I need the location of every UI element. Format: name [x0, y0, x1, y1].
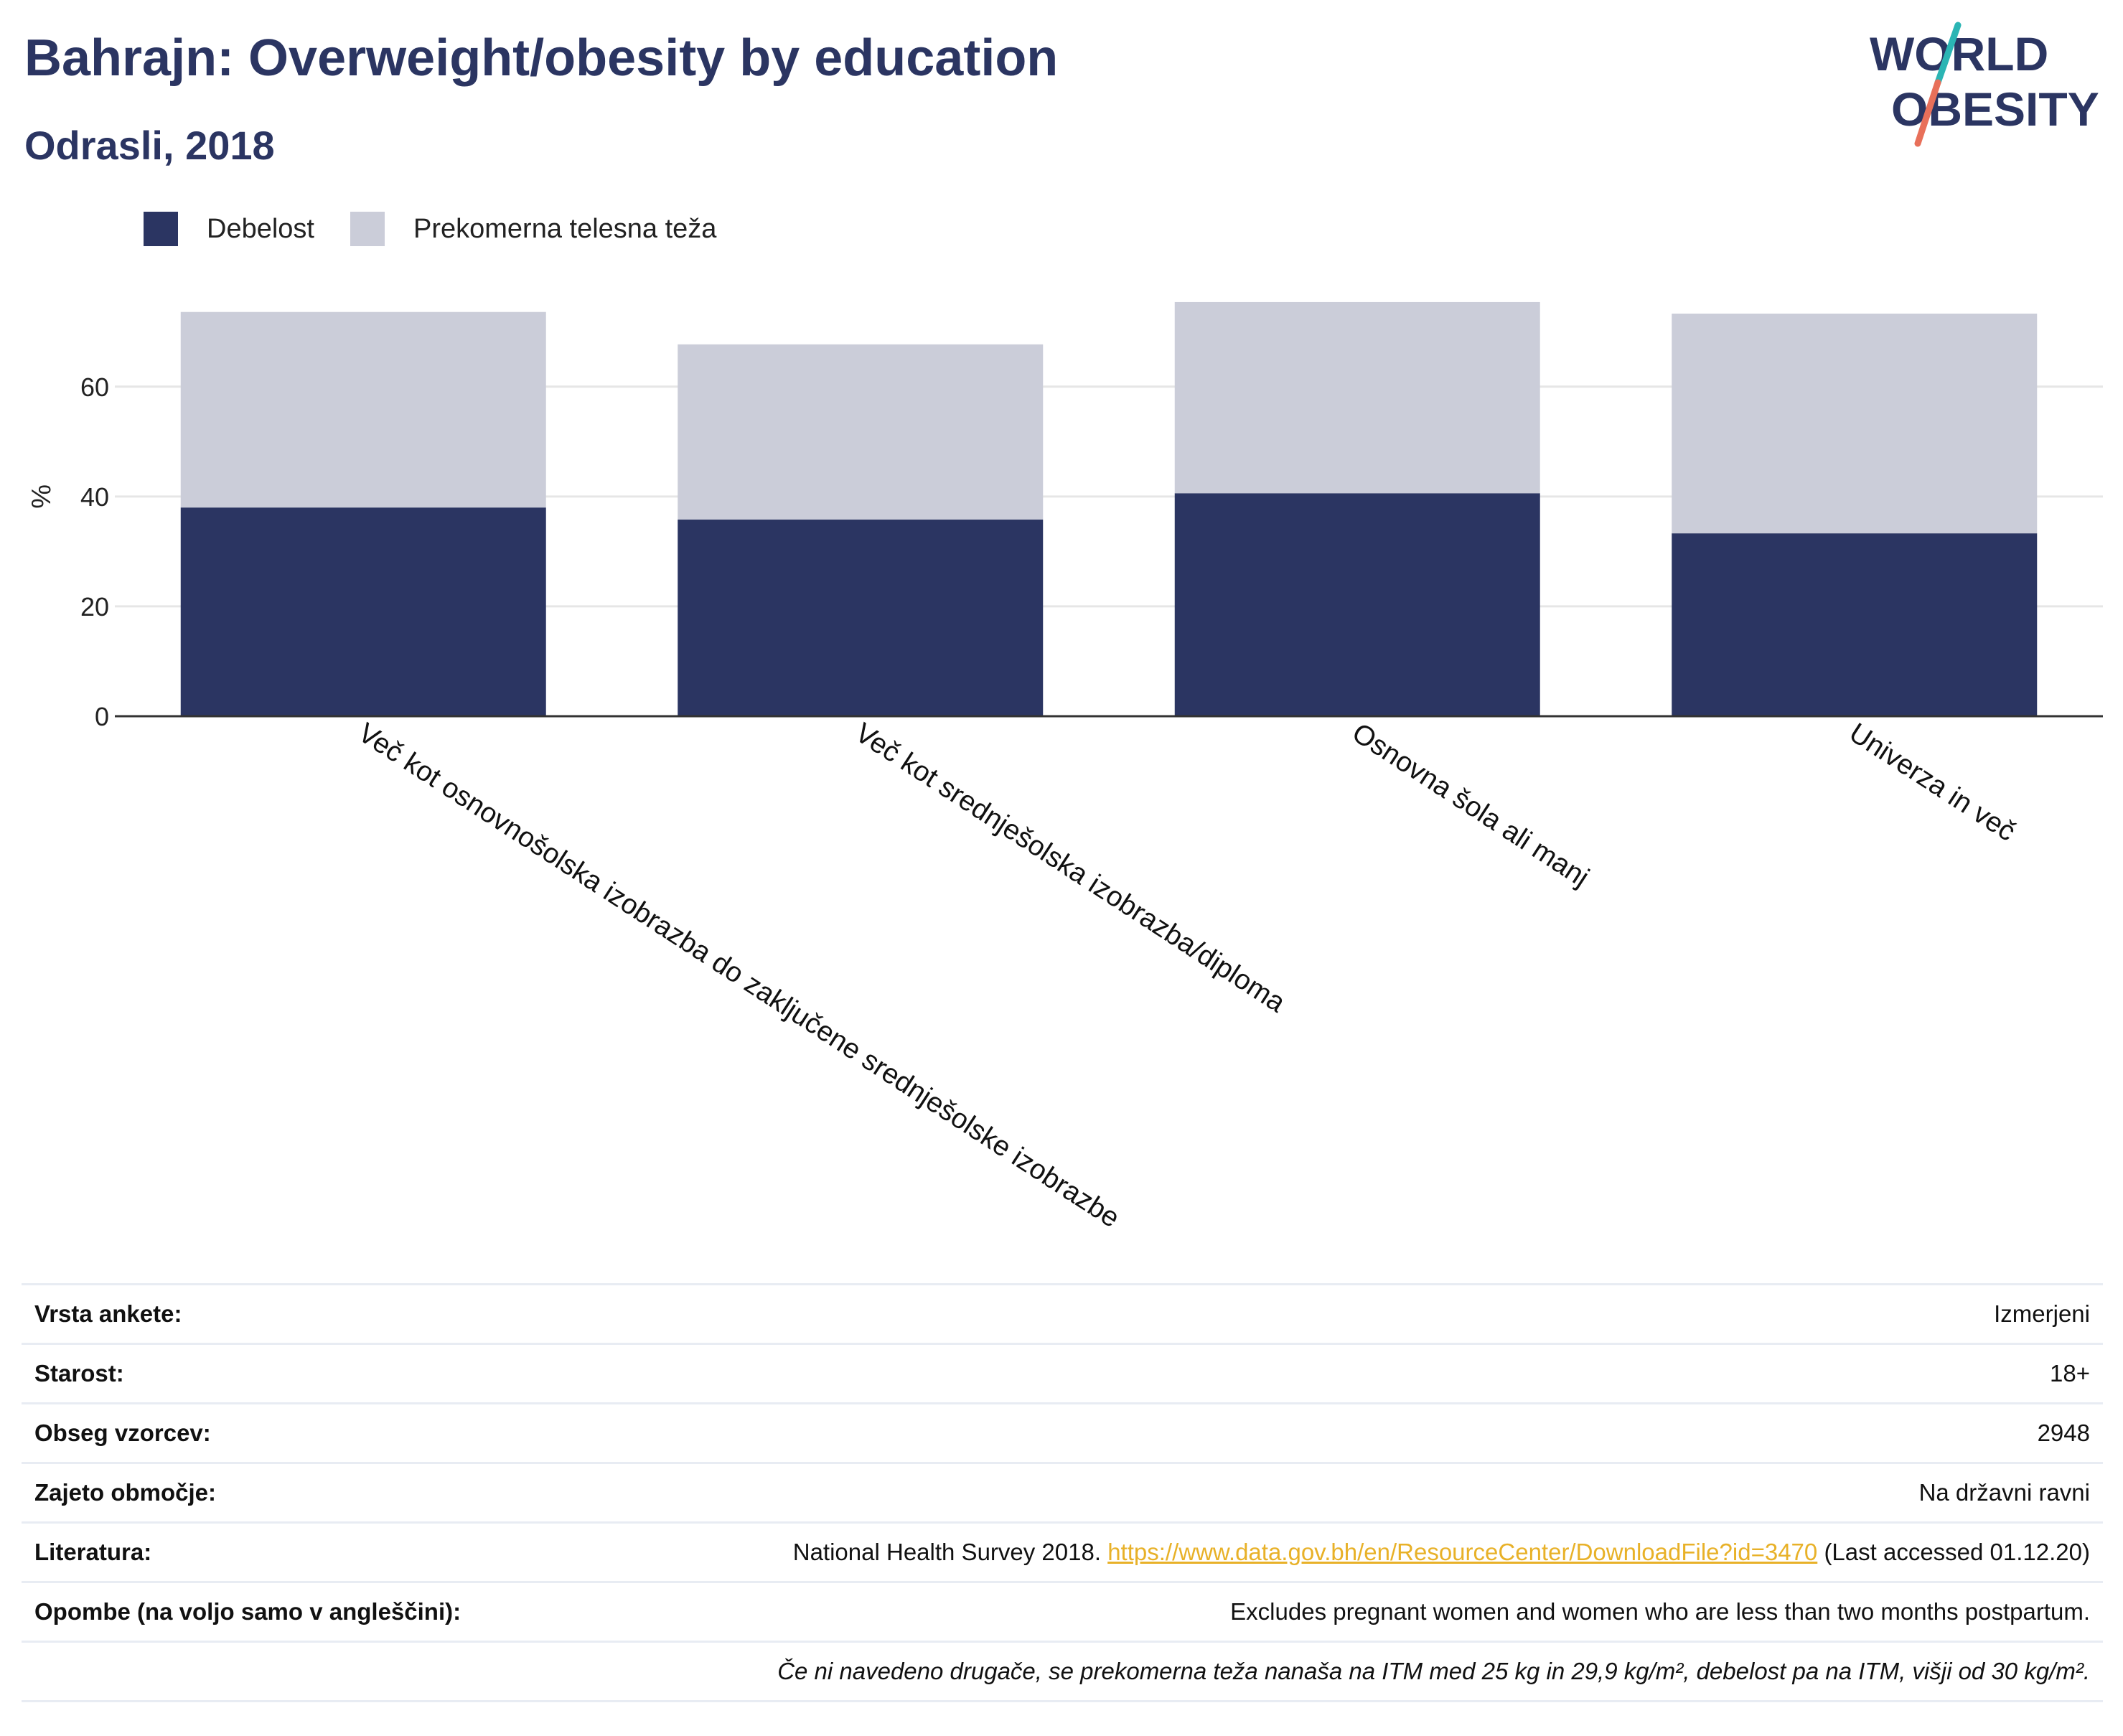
- y-tick-label: 60: [80, 372, 109, 402]
- table-row: Zajeto območje: Na državni ravni: [22, 1463, 2103, 1523]
- literature-suffix: (Last accessed 01.12.20): [1824, 1539, 2090, 1565]
- info-value: 2948: [2037, 1420, 2090, 1446]
- world-obesity-logo: WORLD OBESITY: [1866, 22, 2110, 151]
- bar-overweight: [180, 311, 546, 508]
- table-row: Literatura: National Health Survey 2018.…: [22, 1522, 2103, 1582]
- y-tick-label: 20: [80, 592, 109, 621]
- page-title: Bahrajn: Overweight/obesity by education: [24, 29, 1059, 87]
- page-subtitle: Odrasli, 2018: [24, 123, 275, 168]
- notes-key: Opombe (na voljo samo v angleščini):: [34, 1598, 461, 1625]
- table-row: Starost: 18+: [22, 1343, 2103, 1404]
- logo-line-1: WORLD: [1870, 27, 2048, 80]
- y-tick-label: 40: [80, 482, 109, 512]
- x-tick-label: Več kot osnovnošolska izobrazba do zaklj…: [352, 717, 1125, 1234]
- bar-obesity: [1174, 493, 1540, 716]
- info-key: Obseg vzorcev:: [34, 1420, 211, 1446]
- literature-link[interactable]: https://www.data.gov.bh/en/ResourceCente…: [1107, 1539, 1818, 1565]
- logo-slash-coral: [1914, 79, 1941, 147]
- legend-swatch-overweight: [350, 212, 385, 246]
- legend-label-overweight: Prekomerna telesna teža: [413, 213, 717, 244]
- info-key: Zajeto območje:: [34, 1479, 217, 1506]
- legend-label-obesity: Debelost: [207, 213, 314, 244]
- y-tick-label: 0: [95, 702, 109, 731]
- info-value: Na državni ravni: [1918, 1479, 2090, 1506]
- survey-info-table: Vrsta ankete: Izmerjeni Starost: 18+ Obs…: [22, 1283, 2103, 1702]
- bar-overweight: [678, 344, 1044, 520]
- legend-swatch-obesity: [144, 212, 178, 246]
- bar-chart: 0 20 40 60% Več kot osnovnošolska izobrazba …: [27, 301, 2103, 1234]
- info-value: 18+: [2050, 1360, 2090, 1387]
- literature-key: Literatura:: [34, 1539, 152, 1565]
- legend-item-obesity[interactable]: Debelost: [144, 212, 314, 246]
- footnote: Če ni navedeno drugače, se prekomerna te…: [777, 1658, 2090, 1684]
- literature-value: National Health Survey 2018. https://www…: [547, 1523, 2103, 1582]
- table-row: Opombe (na voljo samo v angleščini): Exc…: [22, 1582, 2103, 1642]
- bar-obesity: [180, 507, 546, 716]
- literature-prefix: National Health Survey 2018.: [792, 1539, 1102, 1565]
- chart-legend: Debelost Prekomerna telesna teža: [144, 212, 752, 246]
- legend-item-overweight[interactable]: Prekomerna telesna teža: [350, 212, 716, 246]
- bar-overweight: [1672, 314, 2038, 534]
- x-tick-label: Osnovna šola ali manj: [1346, 717, 1594, 893]
- bar-obesity: [678, 520, 1044, 716]
- info-key: Vrsta ankete:: [34, 1300, 182, 1327]
- bar-obesity: [1672, 533, 2038, 716]
- bar-overweight: [1174, 301, 1540, 494]
- table-row: Vrsta ankete: Izmerjeni: [22, 1284, 2103, 1344]
- y-axis-label: %: [27, 484, 57, 509]
- table-row: Če ni navedeno drugače, se prekomerna te…: [22, 1641, 2103, 1702]
- notes-value: Excludes pregnant women and women who ar…: [1230, 1598, 2090, 1625]
- x-tick-label: Univerza in več: [1844, 717, 2021, 847]
- info-value: Izmerjeni: [1994, 1300, 2090, 1327]
- x-tick-label: Več kot srednješolska izobrazba/diploma: [850, 717, 1291, 1018]
- info-key: Starost:: [34, 1360, 124, 1387]
- world-obesity-logo-graphic: WORLD OBESITY: [1870, 22, 2099, 147]
- table-row: Obseg vzorcev: 2948: [22, 1403, 2103, 1463]
- logo-slash-teal: [1934, 22, 1962, 86]
